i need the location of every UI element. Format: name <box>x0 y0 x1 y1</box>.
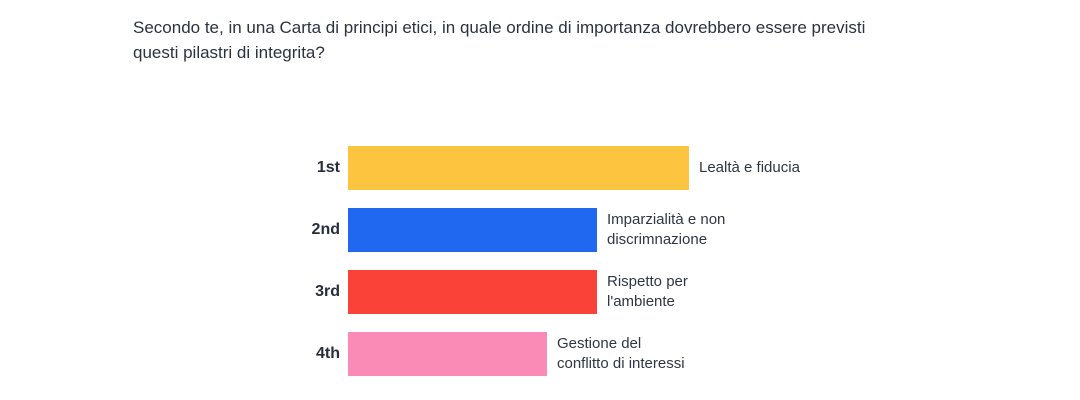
bar-label: Gestione del conflitto di interessi <box>557 335 685 372</box>
bar-label: Imparzialità e non discrimnazione <box>607 211 726 248</box>
rank-label: 2nd <box>311 221 340 238</box>
bar <box>348 270 597 314</box>
rank-label: 1st <box>316 159 340 176</box>
bar-label: Lealtà e fiducia <box>699 159 800 176</box>
chart-row: 2nd Imparzialità e non discrimnazione <box>300 208 800 252</box>
chart-row: 4th Gestione del conflitto di interessi <box>300 332 800 376</box>
chart-row: 3rd Rispetto per l'ambiente <box>300 270 800 314</box>
bar-label: Rispetto per l'ambiente <box>607 273 688 310</box>
bar <box>348 332 547 376</box>
rank-label: 4th <box>316 345 340 362</box>
question-title: Secondo te, in una Carta di principi eti… <box>133 18 866 62</box>
bar <box>348 208 597 252</box>
bar <box>348 146 689 190</box>
rank-label: 3rd <box>315 283 340 300</box>
bar-chart: 1st Lealtà e fiducia 2nd Imparzialità e … <box>300 146 800 394</box>
chart-row: 1st Lealtà e fiducia <box>300 146 800 190</box>
